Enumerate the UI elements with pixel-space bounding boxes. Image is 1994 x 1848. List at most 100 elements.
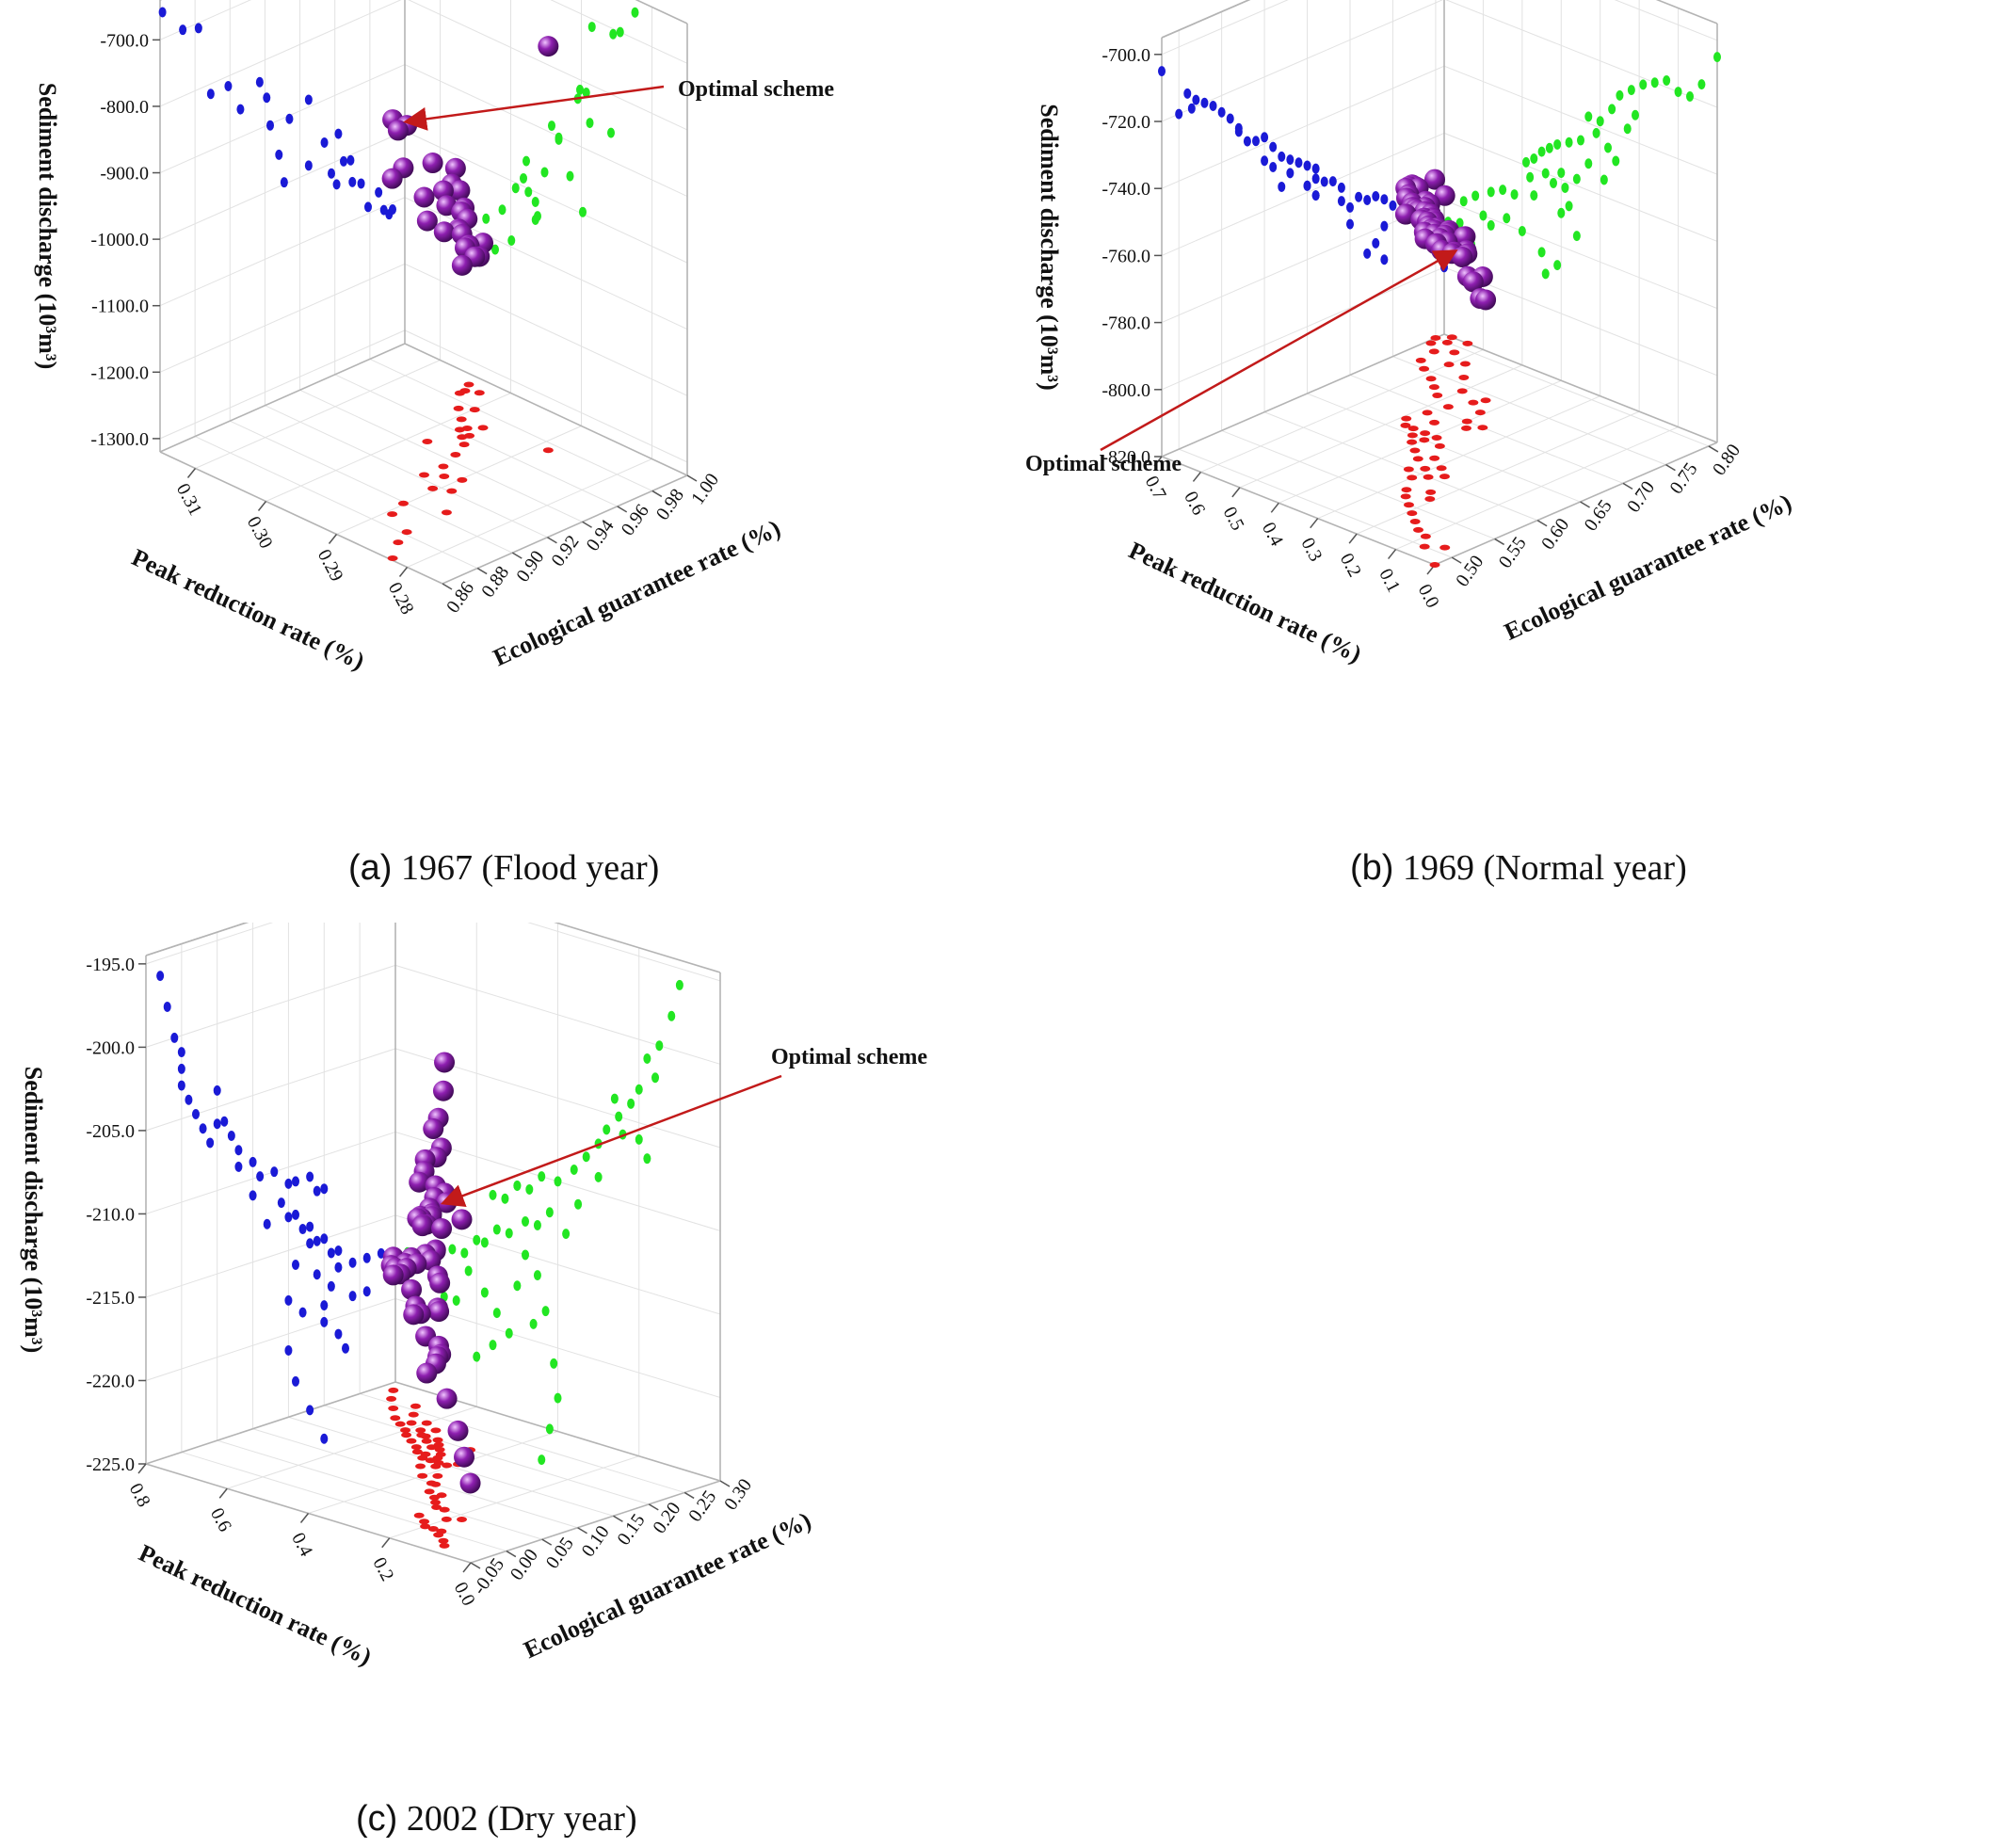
proj-xy-b-28 xyxy=(1429,419,1440,426)
proj-yz-c-43 xyxy=(313,1185,321,1197)
proj-yz-b-32 xyxy=(1346,218,1354,230)
proj-xy-b-34 xyxy=(1432,393,1443,399)
proj-xz-c-7 xyxy=(635,1133,643,1145)
y-tick-label-c-7: 0.30 xyxy=(720,1475,756,1514)
proj-xz-b-53 xyxy=(1584,158,1593,169)
proj-yz-c-23 xyxy=(313,1235,321,1246)
proj-xy-c-43 xyxy=(421,1438,432,1444)
proj-xz-c-41 xyxy=(538,1454,546,1466)
proj-yz-c-24 xyxy=(320,1233,329,1245)
box-frame-a xyxy=(153,0,698,590)
proj-xy-c-53 xyxy=(433,1441,444,1448)
proj-yz-b-22 xyxy=(1311,173,1320,185)
proj-xy-a-22 xyxy=(453,405,464,411)
proj-xz-c-37 xyxy=(541,1306,550,1317)
proj-xz-b-9 xyxy=(1632,109,1639,121)
proj-xy-a-0 xyxy=(387,554,398,561)
proj-xz-b-6 xyxy=(1639,79,1648,90)
proj-xz-c-23 xyxy=(480,1237,489,1248)
proj-xy-b-14 xyxy=(1420,465,1431,472)
proj-xy-c-5 xyxy=(419,1519,430,1525)
proj-xz-b-29 xyxy=(1526,171,1535,183)
proj-xz-b-25 xyxy=(1550,178,1557,189)
proj-xz-c-0 xyxy=(675,979,683,990)
proj-yz-b-18 xyxy=(1286,154,1294,166)
proj-xz-c-50 xyxy=(452,1294,460,1306)
z-tick-label-b-5: -720.0 xyxy=(1102,112,1150,133)
proj-xy-a-6 xyxy=(441,509,452,516)
proj-xz-c-52 xyxy=(522,1249,529,1261)
proj-xy-b-41 xyxy=(1425,340,1437,346)
proj-yz-b-36 xyxy=(1380,194,1389,205)
proj-yz-b-19 xyxy=(1294,157,1303,169)
solution-point-c-41 xyxy=(459,1472,481,1494)
proj-xz-c-35 xyxy=(473,1351,481,1362)
proj-xy-c-38 xyxy=(442,1462,453,1469)
proj-xy-a-14 xyxy=(422,438,433,444)
proj-xz-c-47 xyxy=(594,1171,603,1182)
z-tick-label-c-0: -225.0 xyxy=(86,1454,135,1475)
proj-xz-a-15 xyxy=(540,167,549,178)
proj-yz-b-35 xyxy=(1372,191,1380,202)
proj-xy-c-35 xyxy=(421,1420,432,1426)
proj-xy-c-4 xyxy=(420,1523,431,1530)
proj-xz-b-19 xyxy=(1553,138,1562,150)
proj-yz-b-5 xyxy=(1200,97,1209,108)
solution-point-c-14 xyxy=(411,1215,433,1237)
proj-xz-b-20 xyxy=(1545,142,1553,153)
proj-xz-c-32 xyxy=(492,1308,501,1319)
proj-yz-b-23 xyxy=(1320,176,1328,187)
proj-xy-a-17 xyxy=(461,426,473,431)
proj-xz-c-43 xyxy=(501,1193,509,1204)
proj-xy-c-8 xyxy=(457,1517,468,1523)
proj-yz-b-4 xyxy=(1192,94,1200,105)
proj-xz-a-20 xyxy=(511,183,520,194)
grid-a xyxy=(159,0,688,585)
proj-yz-c-48 xyxy=(213,1085,221,1096)
proj-xy-c-29 xyxy=(388,1387,399,1393)
proj-yz-b-15 xyxy=(1261,155,1269,167)
proj-xz-a-22 xyxy=(498,204,507,216)
z-tick-label-a-5: -800.0 xyxy=(100,97,149,118)
proj-xz-a-1 xyxy=(616,26,624,38)
proj-xz-a-4 xyxy=(582,87,590,98)
y-tick-label-c-4: 0.15 xyxy=(613,1510,649,1549)
proj-xy-b-26 xyxy=(1434,442,1445,449)
proj-xy-c-47 xyxy=(436,1492,447,1499)
proj-yz-b-37 xyxy=(1389,200,1397,211)
proj-xy-b-38 xyxy=(1415,357,1426,363)
proj-yz-c-22 xyxy=(306,1221,314,1232)
box-frame-b xyxy=(1153,0,1719,575)
proj-xz-b-39 xyxy=(1479,210,1487,221)
z-tick-label-b-6: -700.0 xyxy=(1102,45,1150,66)
z-tick-label-b-2: -780.0 xyxy=(1102,313,1150,334)
proj-yz-b-30 xyxy=(1346,201,1354,213)
proj-xy-b-18 xyxy=(1409,447,1421,454)
proj-xy-b-54 xyxy=(1436,465,1447,472)
proj-xy-a-11 xyxy=(450,451,461,458)
proj-xz-c-53 xyxy=(513,1280,522,1292)
x-tick-label-c-1: 0.2 xyxy=(368,1554,397,1584)
z-axis-label-b: Sediment discharge (10³m³) xyxy=(1036,104,1063,390)
z-tick-label-a-6: -700.0 xyxy=(100,30,149,51)
proj-yz-b-31 xyxy=(1337,196,1345,207)
proj-yz-b-17 xyxy=(1278,151,1286,162)
proj-yz-c-51 xyxy=(362,1286,371,1297)
x-tick-label-a-2: 0.30 xyxy=(243,513,277,552)
proj-xz-a-13 xyxy=(579,206,587,217)
proj-yz-c-18 xyxy=(277,1197,285,1209)
solution-point-a-11 xyxy=(444,157,466,179)
proj-xy-c-24 xyxy=(400,1427,411,1434)
proj-xy-b-22 xyxy=(1400,422,1411,428)
caption-b: (b) 1969 (Normal year) xyxy=(1350,847,1687,889)
proj-xy-c-3 xyxy=(427,1525,439,1532)
proj-xz-a-10 xyxy=(555,134,563,145)
proj-xy-c-46 xyxy=(430,1481,442,1487)
proj-xy-c-44 xyxy=(416,1432,427,1438)
proj-xz-c-15 xyxy=(538,1171,546,1182)
caption-text-a: 1967 (Flood year) xyxy=(400,848,660,888)
proj-xz-c-19 xyxy=(533,1219,541,1230)
proj-xy-b-19 xyxy=(1407,439,1418,445)
proj-xz-b-32 xyxy=(1572,231,1581,242)
z-tick-label-c-1: -220.0 xyxy=(86,1371,135,1391)
